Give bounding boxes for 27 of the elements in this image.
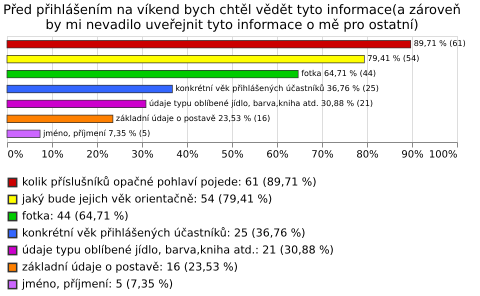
legend-label: jméno, příjmení: 5 (7,35 %) [21, 278, 174, 290]
x-tick-label: 60% [266, 150, 289, 160]
x-tick-label: 80% [356, 150, 379, 160]
data-label: konkrétní věk přihlášených účastníků 36,76 % (25) [175, 84, 379, 93]
legend-label: kolik příslušníků opačné pohlaví pojede: 61 (89,71 %) [22, 176, 317, 188]
x-tick-label: 30% [131, 150, 154, 160]
legend-label: údaje typu oblíbené jídlo, barva,kniha atd.: 21 (30,88 %) [22, 244, 334, 256]
x-tick-label: 100% [428, 150, 458, 160]
data-label: 89,71 % (61) [414, 39, 466, 48]
x-tick-label: 50% [221, 150, 244, 160]
legend-label: fotka: 44 (64,71 %) [22, 210, 129, 222]
x-tick-label: 0% [8, 150, 24, 160]
data-label: fotka 64,71 % (44) [301, 69, 376, 78]
text: Před přihlášením na víkend bych chtěl vědět tyto informace(a zároveň [3, 3, 461, 18]
legend-label: základní údaje o postavě: 16 (23,53 %) [22, 260, 238, 274]
data-label: 79,41 % (54) [367, 54, 420, 64]
text: by mi nevadilo uveřejnit tyto informace o mě pro ostatní) [45, 18, 419, 33]
data-label: údaje typu oblíbené jídlo, barva,kniha atd. 30,88 % (21) [148, 98, 374, 108]
x-tick-label: 70% [311, 150, 334, 160]
data-label: jméno, příjmení 7,35 % (5) [42, 128, 150, 138]
legend-label: jaký bude jejich věk orientačně: 54 (79,41 %) [21, 192, 272, 206]
data-label: základní údaje o postavě 23,53 % (16) [116, 114, 270, 123]
x-tick-label: 90% [401, 150, 424, 160]
x-tick-label: 10% [41, 150, 64, 160]
legend-label: konkrétní věk přihlášených účastníků: 25 (36,76 %) [22, 226, 306, 240]
x-tick-label: 20% [86, 150, 109, 160]
x-tick-label: 40% [176, 150, 199, 160]
